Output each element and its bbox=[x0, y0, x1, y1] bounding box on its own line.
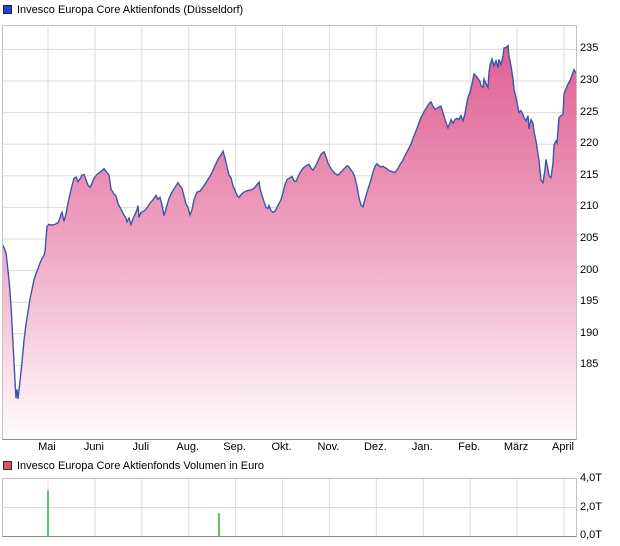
price-y-tick-label: 235 bbox=[580, 42, 599, 55]
volume-y-tick-label: 4,0T bbox=[580, 472, 603, 484]
month-tick-label: Okt. bbox=[271, 441, 292, 453]
price-y-tick-label: 195 bbox=[580, 295, 599, 308]
price-area-fill bbox=[3, 45, 576, 439]
volume-chart-title: Invesco Europa Core Aktienfonds Volumen … bbox=[17, 459, 265, 472]
price-y-tick-label: 205 bbox=[580, 231, 599, 244]
month-tick-label: Jan. bbox=[411, 441, 433, 453]
month-tick-label: Juli bbox=[132, 441, 150, 453]
month-tick-label: Dez. bbox=[364, 441, 387, 453]
volume-chart-legend: Invesco Europa Core Aktienfonds Volumen … bbox=[3, 459, 265, 472]
month-tick-label: Juni bbox=[83, 441, 104, 453]
month-tick-label: Aug. bbox=[176, 441, 200, 453]
month-tick-label: Sep. bbox=[223, 441, 246, 453]
price-chart-legend: Invesco Europa Core Aktienfonds (Düsseld… bbox=[3, 3, 244, 16]
price-y-tick-label: 190 bbox=[580, 326, 599, 339]
volume-y-tick-label: 2,0T bbox=[580, 500, 603, 513]
price-y-tick-label: 225 bbox=[580, 105, 599, 118]
month-tick-label: Feb. bbox=[458, 441, 481, 453]
volume-chart-plot-area[interactable] bbox=[2, 478, 577, 537]
volume-y-tick-label: 0,0T bbox=[580, 529, 603, 541]
price-y-tick-label: 220 bbox=[580, 137, 599, 150]
volume-series-swatch-icon bbox=[3, 461, 12, 470]
month-tick-label: Nov. bbox=[317, 441, 340, 453]
price-chart-title: Invesco Europa Core Aktienfonds (Düsseld… bbox=[17, 3, 244, 16]
price-chart-plot-area[interactable] bbox=[2, 25, 577, 440]
price-y-tick-label: 210 bbox=[580, 200, 599, 213]
volume-chart-svg bbox=[3, 479, 576, 536]
month-tick-label: April bbox=[551, 441, 575, 453]
price-y-tick-label: 230 bbox=[580, 73, 599, 86]
price-series-swatch-icon bbox=[3, 5, 12, 14]
price-chart-svg bbox=[3, 26, 576, 439]
month-tick-label: Mai bbox=[38, 441, 56, 453]
price-y-tick-label: 200 bbox=[580, 263, 599, 276]
price-y-tick-label: 185 bbox=[580, 358, 599, 371]
price-line bbox=[3, 44, 576, 399]
month-tick-label: März bbox=[503, 441, 529, 453]
price-y-tick-label: 215 bbox=[580, 168, 599, 181]
